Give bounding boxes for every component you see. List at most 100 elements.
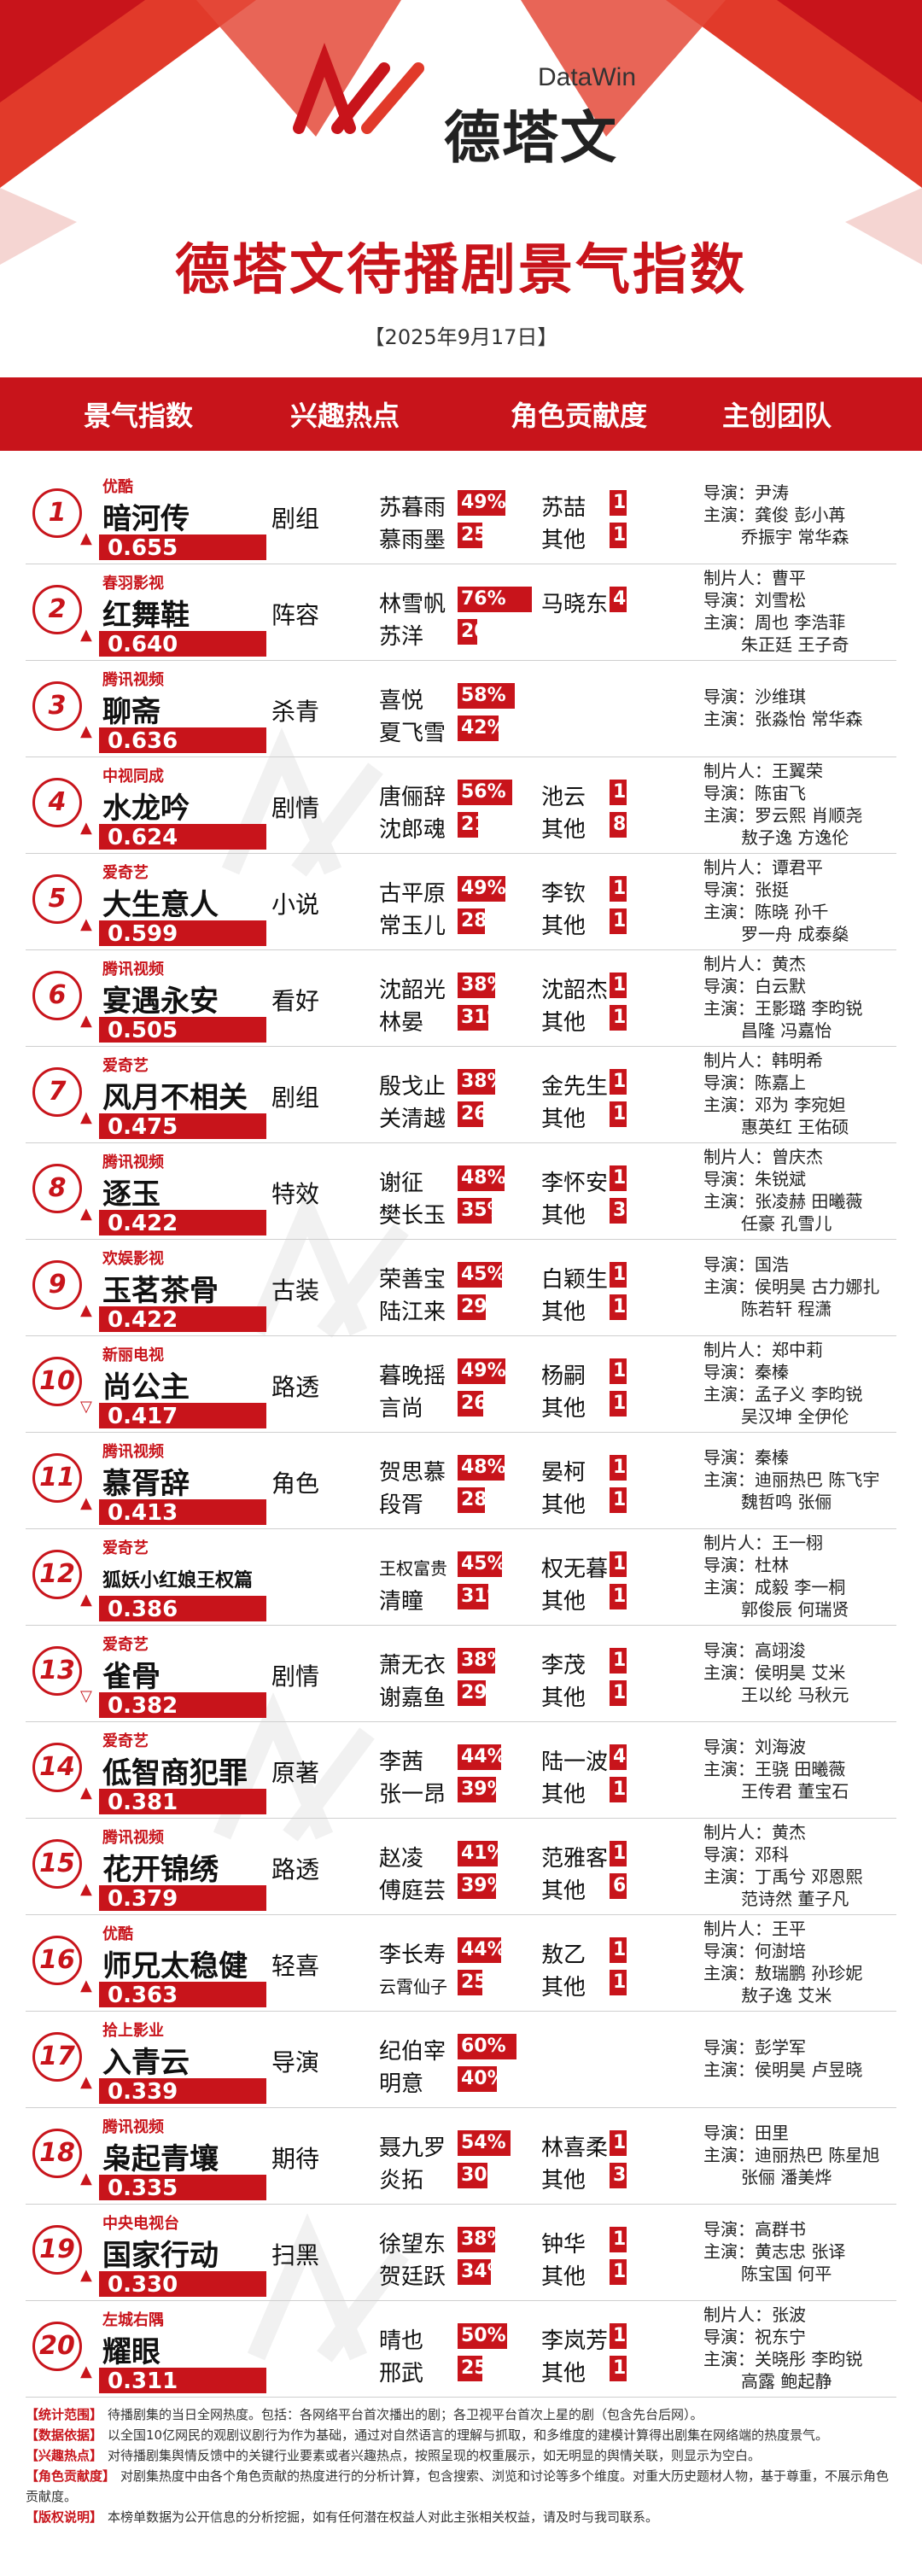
- role-contribution-bar: [610, 1744, 627, 1770]
- column-role-contribution: 角色贡献度: [511, 400, 648, 432]
- drama-title: 暗河传: [102, 502, 190, 536]
- role-contribution-percent: 49%: [461, 1360, 506, 1381]
- team-line: 主演：迪丽热巴 陈飞宇: [703, 1469, 880, 1490]
- platform-label: 腾讯视频: [102, 1443, 164, 1461]
- role-contribution-percent: 49%: [461, 492, 506, 513]
- team-line: 导演：刘海波: [703, 1737, 806, 1757]
- datawin-logo: [293, 43, 424, 134]
- team-line: 制片人：谭君平: [703, 857, 823, 878]
- team-line: 制片人：郑中莉: [703, 1340, 823, 1360]
- table-row: 12 ▲ 爱奇艺 狐妖小红娘王权篇 0.386 王权富贵 45% 权无暮 12% 清瞳 31% 其他 1…: [0, 1529, 922, 1626]
- role-contribution-bar: [458, 2066, 497, 2092]
- role-name: 其他: [541, 1878, 586, 1904]
- team-line: 主演：张淼怡 常华森: [703, 709, 863, 729]
- score-bar: [99, 1692, 266, 1718]
- team-line: 吴汉坤 全伊伦: [741, 1406, 849, 1427]
- role-contribution-bar: [610, 1487, 627, 1513]
- role-name: 谢嘉鱼: [379, 1685, 446, 1711]
- role-contribution-percent: 15%: [613, 1360, 658, 1381]
- team-line: 朱正廷 王子奇: [741, 634, 849, 655]
- team-line: 导演：张挺: [703, 879, 789, 900]
- score-bar: [99, 1982, 266, 2007]
- drama-title: 聊斋: [102, 695, 160, 729]
- row-divider: [26, 1046, 896, 1047]
- role-name: 唐俪辞: [379, 785, 446, 810]
- role-contribution-percent: 12%: [613, 1553, 658, 1574]
- role-name: 关清越: [379, 1107, 446, 1132]
- team-line: 敖子逸 艾米: [741, 1985, 832, 2006]
- role-name: 李怀安: [541, 1171, 609, 1196]
- role-contribution-bar: [458, 1487, 485, 1513]
- team-line: 主演：关晓彤 李昀锐: [703, 2349, 863, 2369]
- role-contribution-bar: [610, 523, 627, 548]
- role-contribution-bar: [610, 1069, 627, 1095]
- role-contribution-percent: 16%: [613, 1971, 658, 1993]
- role-contribution-bar: [610, 2227, 627, 2252]
- score-bar: [99, 727, 266, 753]
- table-row: 10 ▽ 新丽电视 尚公主 0.417 路透 暮晚摇 49% 杨嗣 15% 言尚 26% 其他 10% 制片…: [0, 1336, 922, 1433]
- role-contribution-bar: [610, 2323, 627, 2349]
- role-contribution-percent: 41%: [461, 1843, 506, 1864]
- platform-label: 中视同成: [102, 768, 164, 786]
- role-contribution-bar: [610, 1455, 627, 1481]
- team-line: 制片人：王一栩: [703, 1533, 823, 1553]
- footnote-item: 【角色贡献度】 对剧集热度中由各个角色贡献的热度进行的分析计算，包含搜索、浏览和讨…: [26, 2466, 896, 2507]
- role-name: 其他: [541, 1589, 586, 1615]
- role-name: 荣善宝: [379, 1267, 446, 1293]
- interest-hotspot: 路透: [271, 1373, 320, 1401]
- role-contribution-bar: [610, 2259, 627, 2285]
- interest-hotspot: 看好: [271, 987, 320, 1015]
- table-row: 2 ▲ 春羽影视 红舞鞋 0.640 阵容 林雪帆 76% 马晓东 4% 苏洋 20% 制片人：曹平 导演…: [0, 564, 922, 661]
- row-divider: [26, 1721, 896, 1722]
- role-contribution-bar: [458, 1551, 502, 1577]
- rank-badge: 20: [32, 2322, 82, 2371]
- role-name: 晏柯: [541, 1460, 586, 1486]
- interest-hotspot: 剧组: [271, 1084, 320, 1112]
- role-contribution-bar: [458, 1648, 495, 1674]
- row-divider: [26, 2397, 896, 2398]
- role-name: 陆江来: [379, 1300, 446, 1325]
- role-name: 殷戈止: [379, 1074, 446, 1100]
- role-name: 林喜柔: [541, 2135, 609, 2161]
- table-row: 11 ▲ 腾讯视频 慕胥辞 0.413 角色 贺思慕 48% 晏柯 12% 段胥 28% 其他 12% 导演…: [0, 1433, 922, 1529]
- team-line: 主演：迪丽热巴 陈星旭: [703, 2145, 880, 2165]
- interest-hotspot: 角色: [271, 1469, 320, 1498]
- score-value: 0.422: [108, 1211, 178, 1236]
- role-name: 其他: [541, 1203, 586, 1229]
- role-contribution-percent: 8%: [613, 814, 645, 835]
- column-header-bar: 景气指数 兴趣热点 角色贡献度 主创团队: [0, 377, 922, 451]
- team-line: 导演：尹涛: [703, 482, 789, 503]
- role-contribution-bar: [458, 2356, 482, 2381]
- role-name: 徐望东: [379, 2232, 446, 2258]
- role-contribution-percent: 20%: [461, 621, 506, 642]
- trend-up-icon: ▲: [80, 722, 92, 740]
- table-row: 4 ▲ 中视同成 水龙吟 0.624 剧情 唐俪辞 56% 池云 15% 沈郎魂 21% 其他 8% 制片人…: [0, 757, 922, 854]
- role-contribution-bar: [458, 1294, 486, 1320]
- role-contribution-percent: 39%: [461, 1875, 506, 1896]
- drama-title: 红舞鞋: [102, 599, 190, 633]
- role-name: 杨嗣: [541, 1364, 586, 1389]
- team-line: 导演：彭学军: [703, 2037, 806, 2058]
- team-line: 主演：邓为 李宛妲: [703, 1095, 846, 1115]
- team-line: 主演：丁禹兮 邓恩熙: [703, 1866, 863, 1887]
- role-contribution-percent: 16%: [613, 974, 658, 996]
- rank-badge: 4: [32, 778, 82, 827]
- role-name: 苏喆: [541, 495, 586, 521]
- role-name: 权无暮: [541, 1557, 609, 1582]
- score-value: 0.655: [108, 535, 178, 561]
- role-contribution-bar: [458, 1198, 492, 1224]
- score-bar: [99, 1789, 266, 1814]
- footnote-item: 【兴趣热点】 对待播剧集舆情反馈中的关键行业要素或者兴趣热点，按照呈现的权重展示，…: [26, 2445, 896, 2466]
- role-contribution-percent: 38%: [461, 974, 506, 996]
- role-name: 聂九罗: [379, 2135, 446, 2161]
- logo-latin: DataWin: [538, 63, 637, 91]
- trend-up-icon: ▲: [80, 1880, 92, 1898]
- drama-title: 国家行动: [102, 2239, 219, 2273]
- score-bar: [99, 2078, 266, 2104]
- team-line: 导演：陈嘉上: [703, 1072, 806, 1093]
- role-name: 白颖生: [541, 1267, 609, 1293]
- role-contribution-percent: 40%: [461, 2068, 506, 2089]
- platform-label: 腾讯视频: [102, 2118, 164, 2136]
- table-row: 19 ▲ 中央电视台 国家行动 0.330 扫黑 徐望东 38% 钟华 15% 贺廷跃 34% 其他 13…: [0, 2205, 922, 2301]
- role-contribution-percent: 12%: [613, 1296, 658, 1317]
